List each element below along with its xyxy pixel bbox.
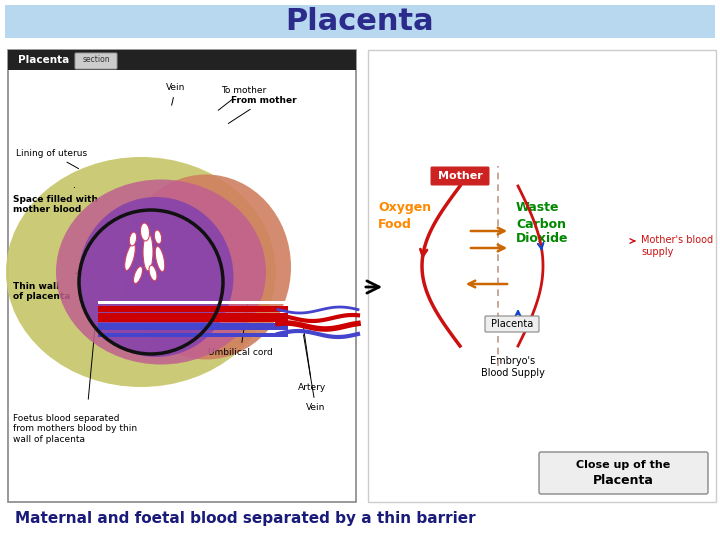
FancyBboxPatch shape [539, 452, 708, 494]
FancyBboxPatch shape [431, 166, 490, 186]
Ellipse shape [156, 246, 165, 272]
Ellipse shape [154, 230, 162, 244]
Text: Artery: Artery [298, 327, 326, 392]
Text: From mother: From mother [228, 96, 297, 124]
Text: Carbon: Carbon [516, 218, 566, 231]
Text: section: section [82, 55, 110, 64]
Text: To mother: To mother [218, 86, 266, 110]
Text: Placenta: Placenta [491, 319, 533, 329]
Text: Close up of the: Close up of the [576, 460, 670, 470]
Bar [98, 323, 288, 330]
Text: Maternal and foetal blood separated by a thin barrier: Maternal and foetal blood separated by a… [15, 510, 476, 525]
Bar [8, 50, 356, 502]
Text: Lining of uterus: Lining of uterus [16, 149, 87, 168]
Text: Mother: Mother [438, 171, 482, 181]
Text: Mother's blood
supply: Mother's blood supply [641, 235, 713, 257]
Text: Oxygen: Oxygen [378, 201, 431, 214]
Ellipse shape [6, 157, 276, 387]
Ellipse shape [78, 197, 233, 357]
Bar [5, 5, 715, 38]
Ellipse shape [130, 232, 137, 246]
Text: Dioxide: Dioxide [516, 232, 569, 245]
Text: Placenta: Placenta [593, 474, 654, 487]
FancyBboxPatch shape [75, 53, 117, 69]
Ellipse shape [149, 265, 157, 281]
Text: Thin wall
of placenta: Thin wall of placenta [13, 282, 71, 301]
FancyBboxPatch shape [485, 316, 539, 332]
Text: Vein: Vein [303, 335, 325, 412]
Text: Foetus blood separated
from mothers blood by thin
wall of placenta: Foetus blood separated from mothers bloo… [13, 414, 137, 444]
Bar [8, 50, 356, 70]
Text: Space filled with
mother blood: Space filled with mother blood [13, 195, 98, 214]
Bar [98, 301, 288, 304]
Text: Food: Food [378, 218, 412, 231]
Text: Waste: Waste [516, 201, 559, 214]
Text: Placenta: Placenta [18, 55, 69, 65]
Ellipse shape [143, 233, 153, 271]
Ellipse shape [125, 244, 135, 271]
Ellipse shape [140, 223, 150, 241]
Text: Vein: Vein [166, 83, 185, 105]
Ellipse shape [121, 174, 291, 360]
Bar [368, 50, 716, 502]
Text: Placenta: Placenta [286, 6, 434, 36]
Text: Embryo's
Blood Supply: Embryo's Blood Supply [481, 356, 545, 377]
Text: Umbilical cord: Umbilical cord [208, 305, 273, 357]
Bar [98, 333, 288, 337]
Bar [98, 306, 288, 312]
Ellipse shape [56, 179, 266, 364]
Bar [98, 313, 288, 322]
Ellipse shape [133, 266, 143, 284]
